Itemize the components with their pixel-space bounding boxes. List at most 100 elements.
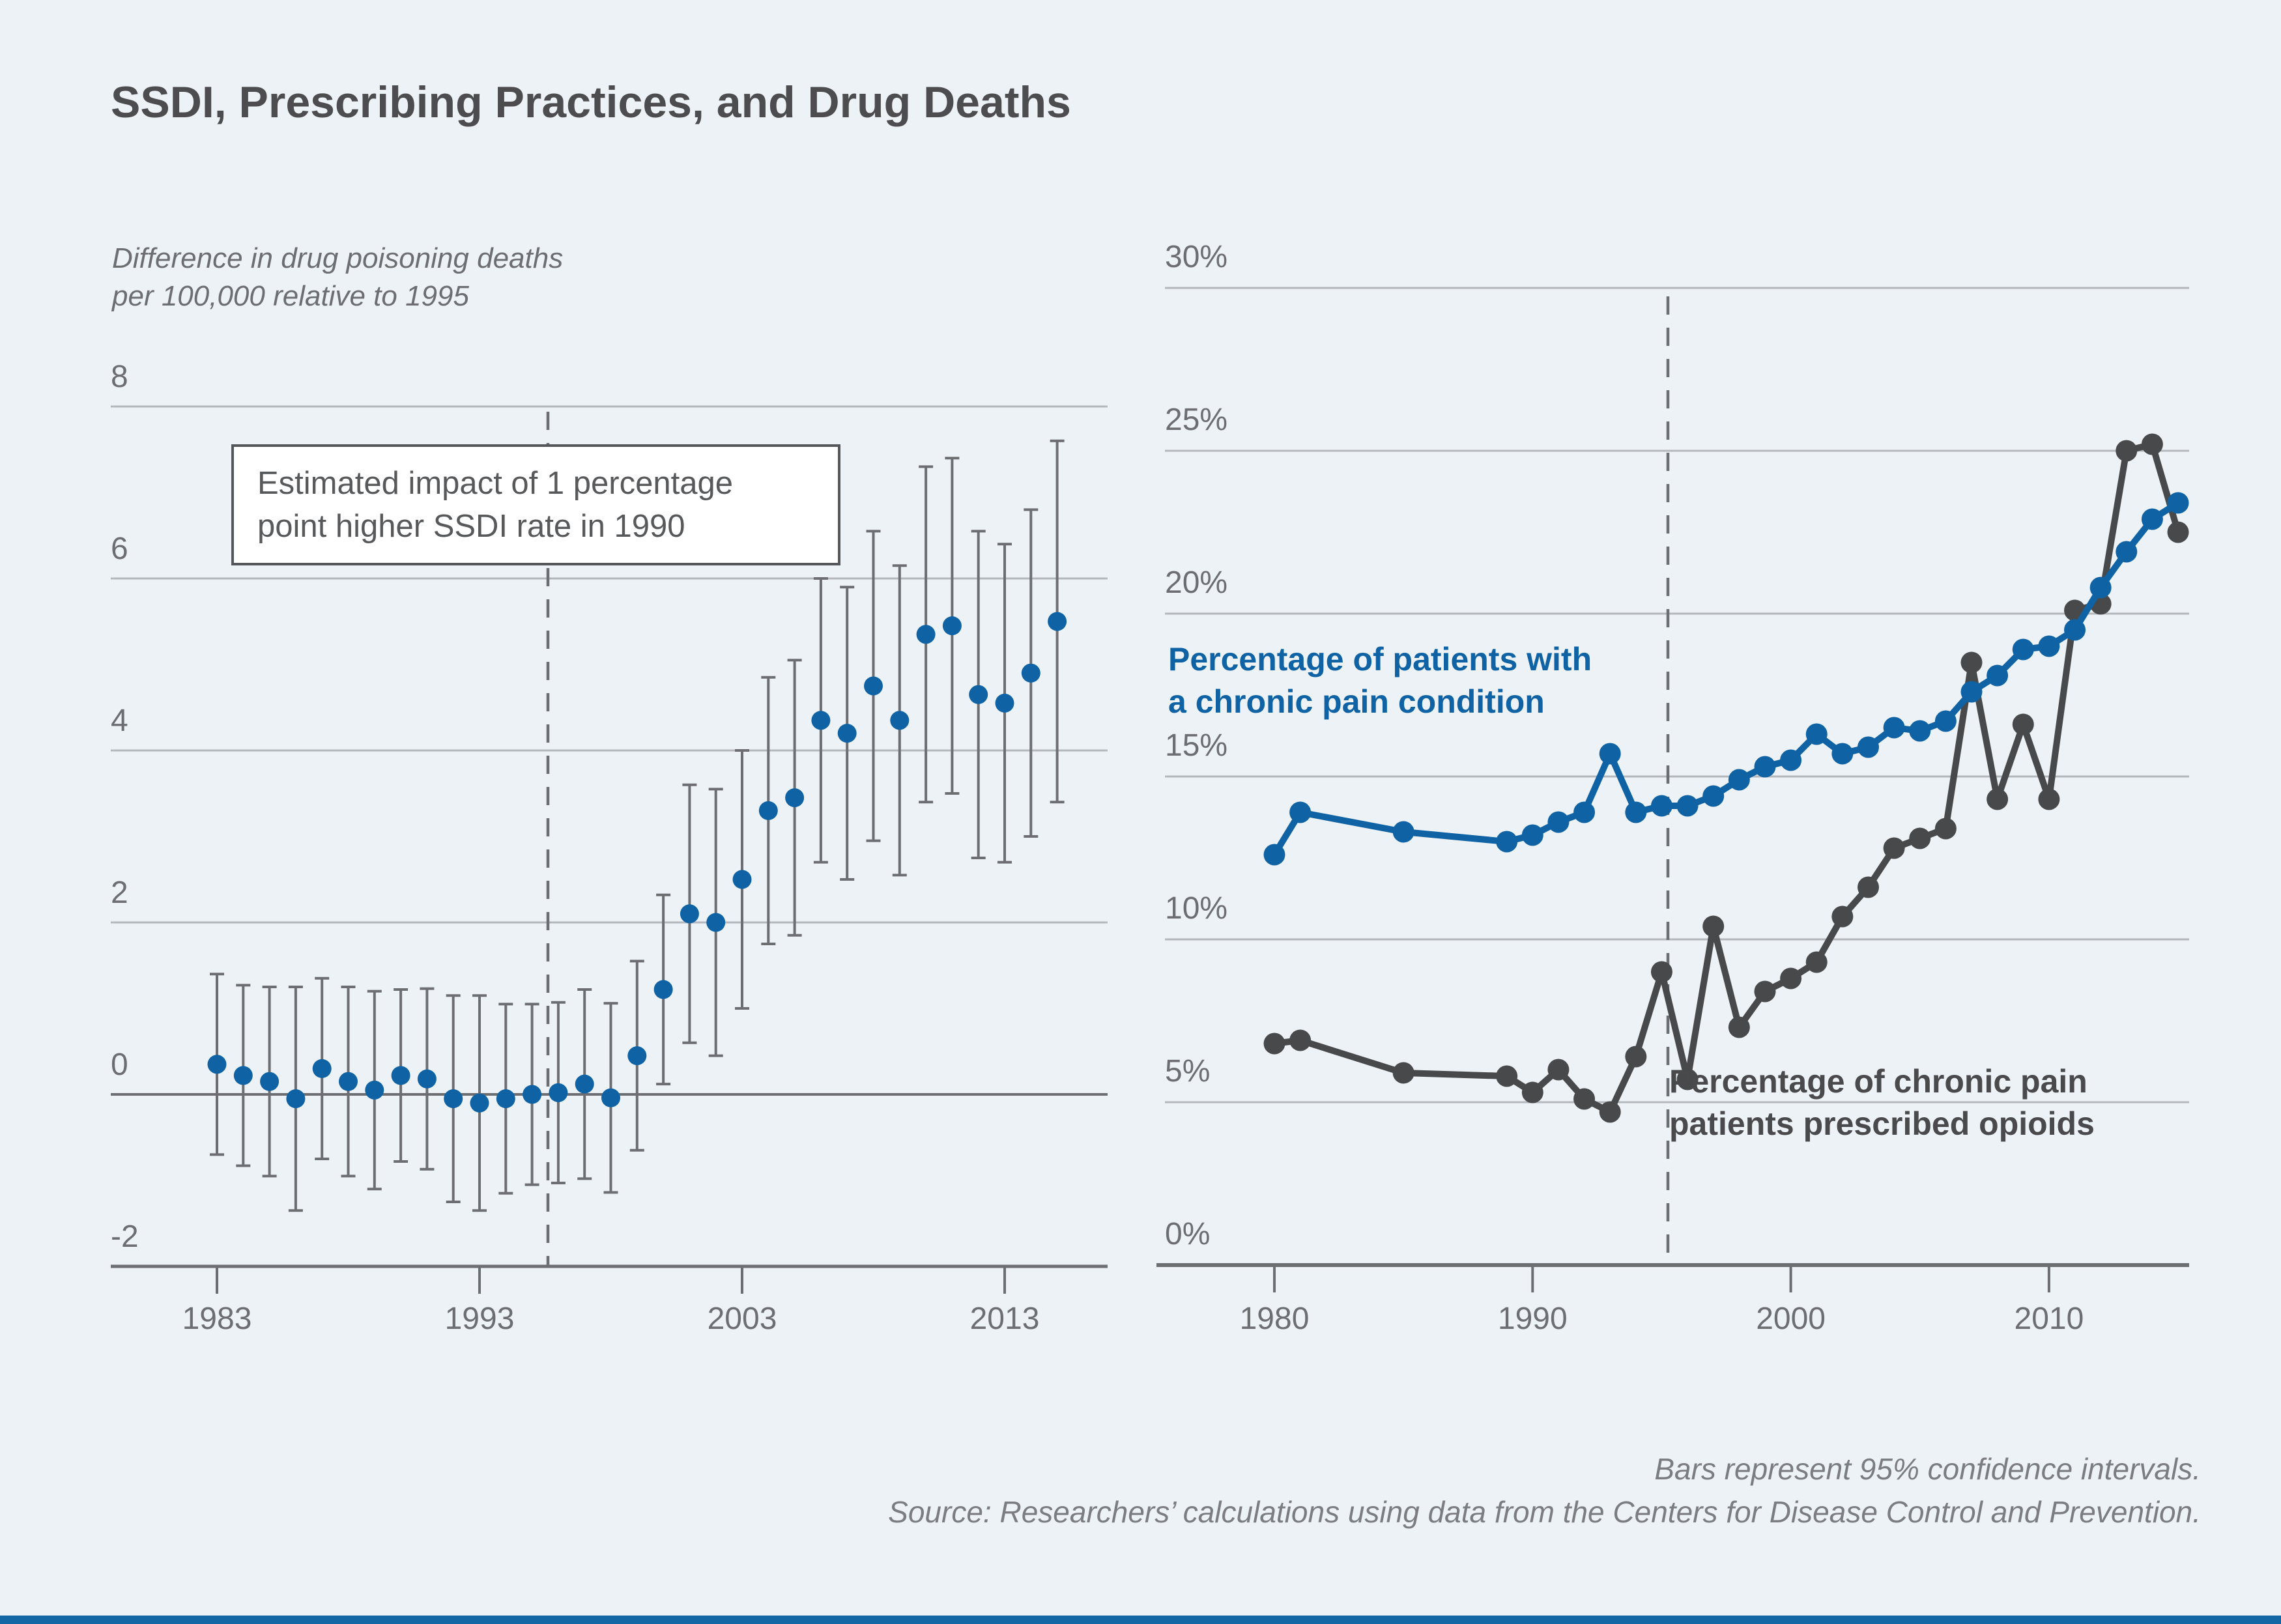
data-point — [1883, 837, 1905, 859]
data-point — [758, 801, 778, 820]
data-point — [1650, 961, 1672, 983]
data-point — [1857, 876, 1879, 898]
data-point — [2116, 541, 2138, 563]
data-point — [1934, 710, 1957, 732]
data-point — [1754, 756, 1776, 778]
data-point — [1987, 664, 2009, 687]
y-tick-label: 6 — [111, 532, 128, 566]
data-point — [1831, 743, 1854, 765]
data-point — [837, 724, 857, 743]
annotation-line1: Estimated impact of 1 percentage — [257, 466, 733, 501]
data-point — [417, 1069, 437, 1089]
x-tick-label: 2013 — [970, 1302, 1040, 1336]
data-point — [207, 1055, 227, 1074]
data-point — [706, 913, 726, 932]
x-tick-label: 1990 — [1498, 1302, 1568, 1336]
y-tick-label: 15% — [1165, 728, 1227, 763]
label-chronic-pain-series: Percentage of patients with a chronic pa… — [1168, 638, 1592, 723]
data-point — [2167, 521, 2189, 543]
data-point — [1496, 1065, 1518, 1087]
data-point — [1831, 905, 1854, 928]
data-point — [2064, 619, 2086, 641]
y-tick-label: 10% — [1165, 891, 1227, 926]
y-tick-label: 8 — [111, 360, 128, 394]
data-point — [627, 1046, 647, 1066]
data-point — [1960, 651, 1983, 674]
data-point — [1599, 1101, 1621, 1123]
data-point — [1934, 818, 1957, 840]
data-point — [2167, 492, 2189, 514]
data-point — [1728, 1016, 1750, 1038]
data-point — [1650, 795, 1672, 817]
data-point — [2116, 440, 2138, 462]
data-point — [890, 711, 910, 730]
data-point — [680, 904, 699, 924]
data-point — [1676, 795, 1699, 817]
footnote: Bars represent 95% confidence intervals.… — [888, 1447, 2201, 1533]
data-point — [1496, 831, 1518, 853]
data-point — [312, 1059, 332, 1078]
data-point — [1909, 720, 1931, 742]
data-point — [1289, 1029, 1312, 1051]
data-point — [286, 1089, 306, 1109]
data-point — [1547, 811, 1570, 833]
left-chart-subtitle-line1: Difference in drug poisoning deaths — [112, 242, 564, 274]
left-chart-subtitle: Difference in drug poisoning deaths per … — [112, 240, 563, 315]
data-point — [1048, 612, 1067, 631]
y-tick-label: 25% — [1165, 403, 1227, 437]
left-chart-subtitle-line2: per 100,000 relative to 1995 — [112, 280, 469, 312]
x-tick-label: 2000 — [1756, 1302, 1826, 1336]
data-point — [1857, 736, 1879, 758]
series-line-opioids — [1274, 441, 2181, 1115]
data-point — [2038, 635, 2060, 657]
data-point — [2141, 433, 2163, 455]
annotation-line2: point higher SSDI rate in 1990 — [257, 509, 685, 544]
data-point — [365, 1080, 384, 1100]
data-point — [1702, 915, 1725, 937]
label-opioids-series: Percentage of chronic pain patients pres… — [1669, 1061, 2095, 1145]
data-point — [1599, 743, 1621, 765]
y-tick-label: 2 — [111, 876, 128, 910]
label-chronic-pain-line2: a chronic pain condition — [1168, 683, 1545, 720]
y-tick-label: 0 — [111, 1047, 128, 1082]
data-point — [1805, 723, 1828, 745]
data-point — [916, 625, 936, 644]
data-point — [1676, 1068, 1699, 1090]
data-point — [1987, 788, 2009, 810]
data-point — [233, 1066, 253, 1085]
footer-brand-bar — [0, 1616, 2281, 1624]
footnote-line1: Bars represent 95% confidence intervals. — [1654, 1452, 2201, 1486]
data-point — [2089, 577, 2112, 599]
data-point — [942, 616, 962, 636]
data-point — [1780, 749, 1802, 771]
data-point — [2141, 508, 2163, 530]
y-tick-label: 30% — [1165, 240, 1227, 274]
data-point — [1573, 801, 1596, 823]
data-point — [653, 980, 673, 999]
data-point — [1263, 844, 1285, 866]
label-opioids-line1: Percentage of chronic pain — [1669, 1063, 2087, 1100]
data-point — [1883, 717, 1905, 739]
y-tick-label: 0% — [1165, 1217, 1210, 1251]
data-point — [2038, 788, 2060, 810]
label-chronic-pain-line1: Percentage of patients with — [1168, 641, 1592, 677]
annotation-box: Estimated impact of 1 percentage point h… — [231, 444, 840, 565]
data-point — [1521, 824, 1543, 846]
data-point — [811, 711, 831, 730]
data-point — [1805, 951, 1828, 973]
data-point — [1289, 801, 1312, 823]
data-point — [444, 1089, 463, 1109]
data-point — [1754, 980, 1776, 1003]
data-point — [2012, 713, 2034, 735]
x-tick-label: 2003 — [708, 1302, 777, 1336]
data-point — [523, 1085, 542, 1104]
y-tick-label: -2 — [111, 1219, 139, 1254]
x-tick-label: 2010 — [2015, 1302, 2084, 1336]
x-tick-label: 1980 — [1240, 1302, 1310, 1336]
data-point — [969, 685, 988, 704]
x-tick-label: 1983 — [182, 1302, 252, 1336]
data-point — [601, 1088, 620, 1107]
y-tick-label: 4 — [111, 704, 128, 738]
